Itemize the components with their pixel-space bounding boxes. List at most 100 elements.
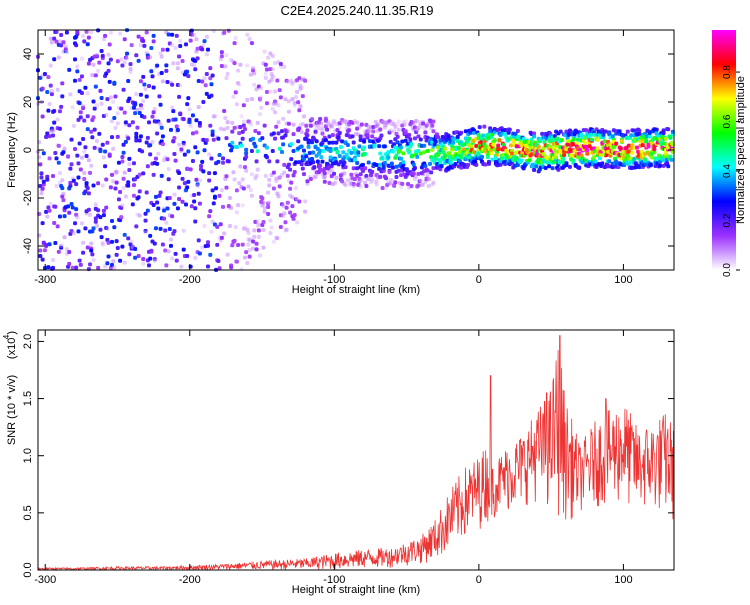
heatmap-cell: [411, 171, 416, 176]
heatmap-cell: [82, 176, 87, 181]
heatmap-cell: [426, 183, 431, 188]
heatmap-cell: [120, 63, 125, 68]
heatmap-cell: [342, 171, 347, 176]
heatmap-cell: [400, 139, 405, 144]
heatmap-cell: [181, 117, 186, 122]
heatmap-cell: [358, 138, 363, 143]
heatmap-cell: [99, 95, 104, 100]
heatmap-cell: [78, 115, 83, 120]
heatmap-cell: [229, 58, 234, 63]
heatmap-cell: [141, 171, 146, 176]
heatmap-cell: [49, 89, 54, 94]
heatmap-cell: [100, 142, 105, 147]
heatmap-cell: [275, 159, 280, 164]
heatmap-cell: [66, 154, 71, 159]
heatmap-cell: [276, 120, 281, 125]
heatmap-cell: [500, 152, 505, 157]
heatmap-cell: [370, 177, 375, 182]
heatmap-cell: [314, 139, 319, 144]
heatmap-cell: [82, 39, 87, 44]
heatmap-cell: [355, 126, 360, 131]
heatmap-cell: [92, 127, 97, 132]
heatmap-cell: [466, 139, 471, 144]
heatmap-cell: [97, 131, 102, 136]
heatmap-cell: [273, 136, 278, 141]
heatmap-cell: [231, 170, 236, 175]
heatmap-cell: [140, 106, 145, 111]
heatmap-cell: [70, 105, 75, 110]
heatmap-cell: [158, 122, 163, 127]
heatmap-cell: [334, 140, 339, 145]
heatmap-cell: [463, 136, 468, 141]
heatmap-cell: [128, 69, 133, 74]
heatmap-cell: [367, 138, 372, 143]
heatmap-cell: [82, 171, 87, 176]
heatmap-cell: [126, 78, 131, 83]
heatmap-cell: [202, 39, 207, 44]
heatmap-cell: [122, 110, 127, 115]
heatmap-cell: [291, 173, 296, 178]
heatmap-cell: [277, 88, 282, 93]
heatmap-cell: [174, 258, 179, 263]
heatmap-cell: [548, 144, 553, 149]
heatmap-cell: [334, 122, 339, 127]
heatmap-cell: [130, 202, 135, 207]
heatmap-cell: [84, 29, 89, 34]
heatmap-cell: [431, 129, 436, 134]
heatmap-cell: [363, 152, 368, 157]
heatmap-cell: [496, 143, 501, 148]
heatmap-cell: [239, 114, 244, 119]
heatmap-cell: [565, 142, 570, 147]
heatmap-cell: [593, 159, 598, 164]
heatmap-cell: [477, 125, 482, 130]
heatmap-cell: [40, 114, 45, 119]
heatmap-cell: [222, 30, 227, 35]
heatmap-cell: [619, 139, 624, 144]
heatmap-cell: [298, 86, 303, 91]
heatmap-cell: [159, 70, 164, 75]
heatmap-cell: [378, 162, 383, 167]
heatmap-cell: [100, 241, 105, 246]
heatmap-cell: [436, 135, 441, 140]
heatmap-cell: [282, 211, 287, 216]
x-tick-label: -100: [323, 274, 345, 286]
heatmap-cell: [389, 121, 394, 126]
heatmap-cell: [654, 127, 659, 132]
heatmap-cell: [584, 144, 589, 149]
heatmap-cell: [439, 164, 444, 169]
heatmap-cell: [160, 134, 165, 139]
heatmap-cell: [249, 149, 254, 154]
heatmap-cell: [262, 209, 267, 214]
heatmap-cell: [375, 122, 380, 127]
heatmap-cell: [85, 91, 90, 96]
heatmap-cell: [165, 157, 170, 162]
heatmap-cell: [614, 141, 619, 146]
heatmap-cell: [374, 182, 379, 187]
heatmap-cell: [166, 167, 171, 172]
heatmap-cell: [652, 150, 657, 155]
heatmap-cell: [158, 102, 163, 107]
y-tick-label: 1.0: [22, 448, 34, 463]
heatmap-cell: [451, 140, 456, 145]
heatmap-cell: [365, 133, 370, 138]
heatmap-cell: [259, 199, 264, 204]
heatmap-cell: [221, 156, 226, 161]
heatmap-cell: [352, 118, 357, 123]
heatmap-cell: [264, 89, 269, 94]
heatmap-cell: [245, 227, 250, 232]
heatmap-cell: [133, 255, 138, 260]
heatmap-cell: [180, 199, 185, 204]
heatmap-cell: [292, 101, 297, 106]
heatmap-cell: [498, 162, 503, 167]
heatmap-cell: [399, 185, 404, 190]
heatmap-cell: [103, 264, 108, 269]
heatmap-cell: [296, 100, 301, 105]
heatmap-cell: [254, 241, 259, 246]
y-tick-label: 0.5: [22, 505, 34, 520]
heatmap-cell: [559, 137, 564, 142]
heatmap-cell: [378, 127, 383, 132]
heatmap-cell: [318, 126, 323, 131]
heatmap-cell: [42, 248, 47, 253]
heatmap-cell: [219, 54, 224, 59]
heatmap-cell: [60, 194, 65, 199]
